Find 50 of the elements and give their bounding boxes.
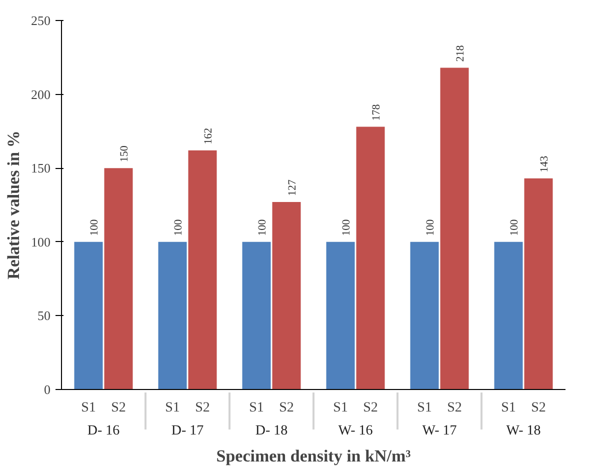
bar — [494, 242, 523, 390]
bar — [356, 126, 385, 390]
x-tick-label: D- 16 — [87, 424, 120, 438]
text: S1 — [333, 400, 348, 416]
y-tick-label: 200 — [31, 86, 50, 102]
bar — [242, 242, 271, 390]
x-axis-title: Specimen density in kN/m³ — [216, 446, 411, 466]
text: S2 — [279, 400, 294, 416]
data-label: 162 — [202, 128, 214, 144]
bar — [440, 68, 469, 390]
text: S1 — [249, 400, 264, 416]
data-label: 100 — [172, 218, 184, 236]
data-label: 127 — [286, 179, 298, 196]
x-tick-label: W- 16 — [338, 424, 373, 438]
x-tick-label: W- 17 — [422, 424, 457, 438]
bar — [410, 242, 439, 390]
data-label: 100 — [340, 218, 352, 236]
bar — [158, 242, 187, 390]
x-tick-label: D- 17 — [171, 424, 204, 438]
y-tick-label: 50 — [38, 308, 50, 324]
data-label: 178 — [370, 104, 382, 121]
bar — [326, 242, 355, 390]
bar — [188, 150, 217, 390]
text: S2 — [363, 400, 378, 416]
data-label: 100 — [256, 218, 268, 236]
y-tick-label: 250 — [31, 13, 50, 28]
y-axis-title: Relative values in % — [4, 130, 23, 280]
text: S1 — [417, 400, 432, 416]
y-tick-label: 100 — [31, 234, 50, 250]
y-tick-label: 0 — [44, 382, 50, 397]
data-label: 100 — [88, 218, 100, 236]
text: S2 — [531, 400, 546, 416]
data-label: 143 — [538, 155, 550, 172]
y-tick-label: 150 — [31, 160, 50, 176]
bar — [524, 178, 553, 390]
x-tick-label: W- 18 — [506, 424, 541, 438]
text: S1 — [165, 400, 180, 416]
series-label: S2 — [111, 400, 126, 416]
text: S2 — [447, 400, 462, 416]
text: S1 — [501, 400, 516, 416]
bar — [74, 242, 103, 390]
data-label: 100 — [424, 218, 436, 236]
data-label: 150 — [118, 145, 130, 162]
data-label: 218 — [454, 44, 466, 62]
data-label: 100 — [508, 218, 520, 236]
x-tick-label: D- 18 — [255, 424, 288, 438]
series-label: S1 — [81, 400, 96, 416]
bar — [104, 168, 133, 390]
bar — [272, 202, 301, 390]
text: S2 — [195, 400, 210, 416]
